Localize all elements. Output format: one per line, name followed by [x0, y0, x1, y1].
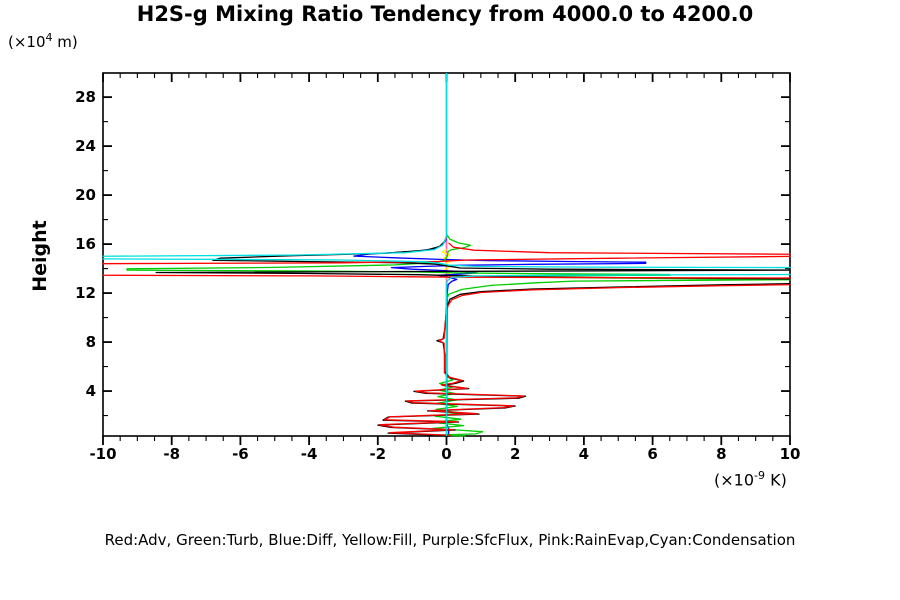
- x-axis-unit-suffix: K): [764, 470, 787, 490]
- y-tick-label: 8: [86, 333, 96, 351]
- x-tick-label: -4: [301, 445, 318, 463]
- x-tick-label: 10: [780, 445, 801, 463]
- y-tick-label: 12: [75, 284, 96, 302]
- y-axis-unit-prefix: (×10: [8, 33, 46, 51]
- y-tick-label: 20: [75, 186, 96, 204]
- y-axis-unit: (×104 m): [8, 31, 78, 51]
- series-line-turb: [126, 233, 791, 437]
- series-line-condensation: [102, 73, 791, 436]
- x-tick-label: 4: [579, 445, 589, 463]
- x-tick-label: 8: [716, 445, 726, 463]
- x-tick-label: -2: [369, 445, 386, 463]
- y-tick-label: 24: [75, 137, 96, 155]
- y-axis-unit-exponent: 4: [45, 31, 53, 44]
- series-line-diff: [353, 238, 647, 437]
- y-tick-label: 28: [75, 88, 96, 106]
- x-axis-unit-prefix: (×10: [714, 470, 755, 490]
- x-tick-label: 0: [441, 445, 451, 463]
- y-tick-label: 4: [86, 382, 96, 400]
- page-title: H2S-g Mixing Ratio Tendency from 4000.0 …: [136, 2, 754, 26]
- x-tick-label: -8: [163, 445, 180, 463]
- y-axis-unit-suffix: m): [52, 33, 78, 51]
- x-tick-label: -6: [232, 445, 249, 463]
- x-axis-unit-exponent: -9: [754, 469, 765, 482]
- x-tick-label: -10: [89, 445, 116, 463]
- y-tick-label: 16: [75, 235, 96, 253]
- x-tick-label: 6: [647, 445, 657, 463]
- x-tick-label: 2: [510, 445, 520, 463]
- series-line-adv: [102, 242, 791, 437]
- series-legend: Red:Adv, Green:Turb, Blue:Diff, Yellow:F…: [104, 531, 796, 549]
- x-axis-unit: (×10-9 K): [714, 469, 787, 489]
